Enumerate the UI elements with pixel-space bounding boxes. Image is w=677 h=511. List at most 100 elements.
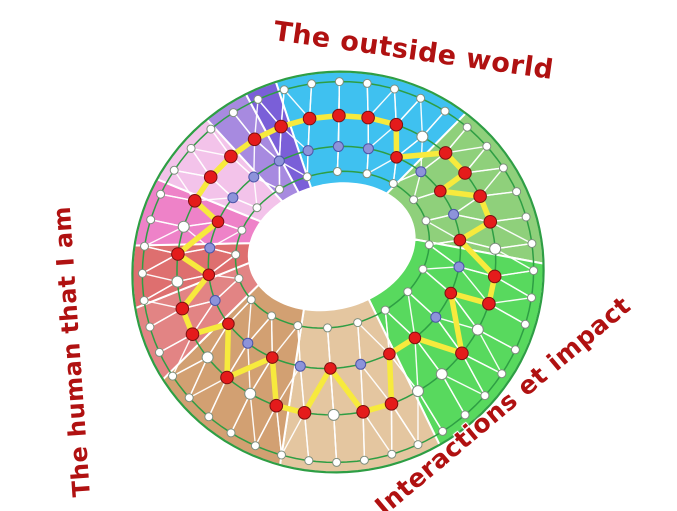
mesh-line [441, 373, 466, 416]
node-r0-39 [206, 124, 216, 134]
mesh-line [390, 403, 419, 445]
mesh-line [303, 412, 310, 461]
mesh-line [329, 368, 335, 415]
node-r0-34 [140, 241, 149, 251]
node-r0-24 [277, 450, 286, 460]
node-r0-21 [359, 455, 369, 465]
mesh-line [247, 299, 252, 344]
node-r2-9 [430, 311, 442, 323]
mesh-line [495, 242, 532, 250]
node-r1-0 [332, 108, 346, 123]
node-r0-12 [527, 293, 536, 303]
nodes [137, 77, 539, 467]
node-r2-1 [362, 143, 374, 155]
mesh-line [275, 365, 301, 407]
mesh-line [247, 315, 273, 344]
node-r0-30 [154, 347, 164, 357]
mesh-line [172, 356, 208, 377]
node-r1-22 [201, 351, 214, 364]
node-r0-26 [226, 428, 236, 438]
node-r2-24 [273, 155, 285, 167]
node-r1-20 [244, 387, 257, 400]
node-r2-8 [444, 286, 458, 300]
node-r0-20 [387, 449, 397, 459]
outer-boundary [131, 70, 545, 474]
node-r0-6 [482, 141, 492, 151]
node-r1-2 [389, 117, 404, 132]
mesh-line [414, 337, 419, 392]
node-r1-11 [471, 323, 484, 336]
node-r1-10 [482, 296, 496, 311]
node-r2-3 [415, 166, 427, 178]
node-r2-14 [294, 360, 306, 372]
mesh-line [461, 352, 486, 396]
node-r0-37 [169, 165, 179, 175]
node-r1-29 [203, 170, 218, 184]
node-r2-0 [332, 141, 344, 152]
node-r2-25 [302, 145, 314, 157]
node-r1-3 [416, 130, 429, 143]
mesh-line [188, 357, 209, 399]
mesh-line [488, 303, 526, 325]
mesh-line [414, 337, 443, 375]
node-r2-12 [355, 358, 367, 370]
node-r2-19 [202, 268, 216, 282]
mesh-line [417, 390, 444, 432]
node-r0-31 [145, 322, 155, 332]
mesh-line [425, 220, 461, 241]
mesh-line [407, 291, 416, 338]
node-r1-21 [220, 370, 234, 385]
mesh-line [435, 316, 463, 354]
mesh-line [428, 244, 460, 268]
node-r2-21 [211, 215, 225, 229]
mesh-line [360, 363, 393, 405]
mesh-line [144, 226, 185, 247]
node-r3-11 [293, 321, 303, 331]
node-r0-13 [520, 319, 530, 329]
node-r0-19 [413, 440, 423, 450]
node-r0-43 [307, 79, 317, 89]
node-r1-4 [438, 146, 453, 160]
node-r0-10 [527, 239, 537, 248]
node-r0-7 [498, 163, 508, 173]
mesh-line [362, 411, 366, 461]
mesh-line [206, 323, 229, 358]
node-r2-10 [408, 331, 422, 345]
node-r2-15 [266, 351, 279, 364]
mesh-line [230, 393, 251, 434]
node-r0-18 [438, 426, 448, 436]
mesh-line [270, 315, 273, 358]
node-r1-6 [473, 189, 487, 203]
node-r0-25 [250, 441, 260, 451]
node-r3-10 [323, 323, 332, 333]
node-r3-6 [418, 264, 428, 274]
node-r3-2 [388, 179, 398, 188]
mesh-line [249, 393, 257, 446]
mesh-line [275, 405, 283, 456]
mesh-line [422, 266, 460, 270]
node-r0-15 [497, 369, 507, 379]
node-r0-23 [304, 456, 314, 466]
mesh-line [356, 322, 362, 365]
node-r0-40 [228, 108, 238, 118]
mesh-line [477, 328, 516, 351]
node-r1-23 [185, 327, 200, 342]
node-r0-11 [529, 266, 539, 276]
node-r0-42 [279, 85, 289, 95]
node-r3-8 [380, 305, 390, 315]
node-r2-5 [448, 208, 460, 220]
node-r1-9 [487, 269, 502, 284]
node-r3-16 [237, 225, 247, 235]
mesh-line [362, 411, 393, 455]
node-r2-23 [248, 171, 260, 183]
node-r1-31 [247, 132, 262, 147]
node-r1-32 [274, 119, 288, 134]
node-r0-16 [480, 391, 490, 401]
node-r0-4 [440, 106, 450, 116]
node-r0-36 [156, 189, 166, 199]
node-r3-17 [252, 203, 262, 213]
mesh-line [489, 221, 533, 245]
mesh-line [280, 412, 306, 456]
node-r1-24 [175, 301, 190, 316]
